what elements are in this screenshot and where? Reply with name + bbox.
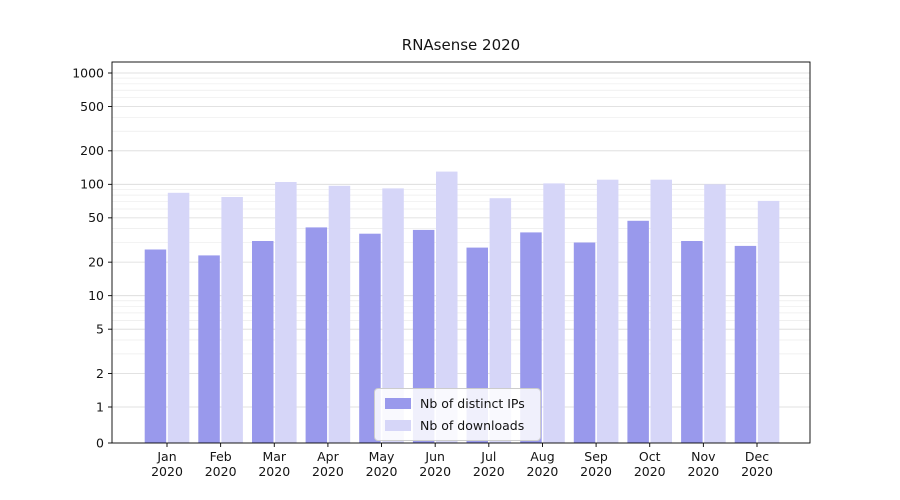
legend-label-downloads: Nb of downloads: [420, 418, 525, 433]
x-tick-label-year: 2020: [473, 464, 505, 479]
x-tick-label-year: 2020: [258, 464, 290, 479]
x-tick-label-year: 2020: [419, 464, 451, 479]
x-tick-label-month: Feb: [210, 449, 232, 464]
bar-downloads-nov: [704, 184, 726, 444]
x-tick-label-month: Jul: [480, 449, 496, 464]
x-tick-label-year: 2020: [205, 464, 237, 479]
bar-distinct-ips-oct: [627, 220, 649, 443]
x-tick-label-year: 2020: [527, 464, 559, 479]
x-tick-label-month: Apr: [317, 449, 339, 464]
bar-downloads-jan: [167, 192, 190, 443]
y-tick-label: 20: [88, 254, 104, 269]
legend-label-distinct-ips: Nb of distinct IPs: [420, 396, 525, 411]
bar-downloads-may: [382, 188, 404, 443]
bar-distinct-ips-sep: [573, 242, 596, 443]
x-tick-label-year: 2020: [741, 464, 773, 479]
y-tick-label: 5: [96, 321, 104, 336]
x-tick-label-year: 2020: [312, 464, 344, 479]
legend-swatch-distinct-ips: [385, 398, 411, 409]
legend-swatch-downloads: [385, 420, 411, 431]
y-tick-label: 1: [96, 399, 104, 414]
x-tick-label-year: 2020: [366, 464, 398, 479]
bar-distinct-ips-mar: [252, 241, 274, 443]
bar-downloads-mar: [275, 182, 297, 443]
x-tick-label-year: 2020: [634, 464, 666, 479]
bar-downloads-dec: [757, 200, 780, 443]
x-tick-label-month: Nov: [691, 449, 716, 464]
plot-border: [111, 61, 811, 444]
bar-downloads-apr: [328, 185, 351, 444]
x-tick-label-month: Aug: [530, 449, 554, 464]
y-tick-label: 0: [96, 435, 104, 450]
y-tick-label: 2: [96, 366, 104, 381]
x-tick-label-year: 2020: [580, 464, 612, 479]
x-tick-label-month: May: [369, 449, 395, 464]
x-tick-label-month: Oct: [639, 449, 661, 464]
x-tick-label-month: Jun: [424, 449, 445, 464]
y-tick-label: 200: [80, 143, 104, 158]
x-tick-label-month: Dec: [745, 449, 769, 464]
bar-downloads-jun: [436, 171, 458, 443]
y-tick-label: 100: [80, 177, 104, 192]
chart-title: RNAsense 2020: [401, 36, 521, 54]
x-tick-label-month: Mar: [262, 449, 286, 464]
bar-downloads-jul: [489, 198, 512, 443]
bar-downloads-oct: [650, 179, 672, 443]
y-tick-label: 10: [88, 288, 104, 303]
bar-downloads-sep: [596, 179, 619, 443]
bar-downloads-aug: [543, 183, 565, 443]
bar-distinct-ips-feb: [198, 255, 220, 443]
legend: Nb of distinct IPs Nb of downloads: [374, 388, 541, 441]
y-tick-label: 50: [88, 210, 104, 225]
legend-item-distinct-ips: Nb of distinct IPs: [385, 395, 530, 412]
bar-distinct-ips-dec: [734, 245, 757, 443]
x-tick-label-year: 2020: [151, 464, 183, 479]
bar-distinct-ips-jan: [144, 249, 167, 443]
x-tick-label-month: Sep: [584, 449, 608, 464]
x-tick-label-month: Jan: [156, 449, 176, 464]
bar-distinct-ips-nov: [681, 241, 703, 443]
bar-distinct-ips-apr: [305, 227, 328, 443]
legend-item-downloads: Nb of downloads: [385, 417, 530, 434]
y-tick-label: 500: [80, 99, 104, 114]
bar-downloads-feb: [221, 197, 243, 443]
y-tick-label: 1000: [72, 65, 104, 80]
x-tick-label-year: 2020: [687, 464, 719, 479]
